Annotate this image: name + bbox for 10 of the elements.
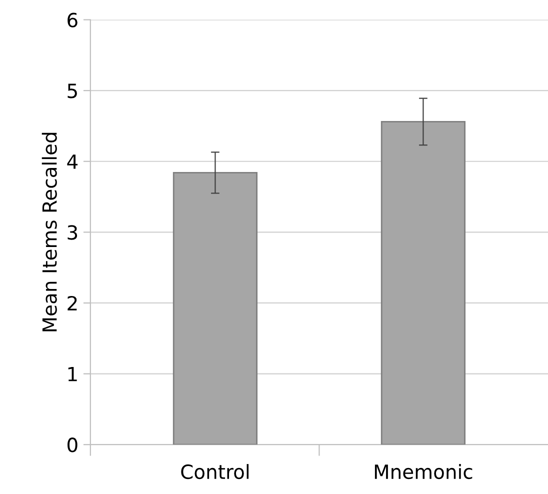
y-axis-title: Mean Items Recalled [42, 132, 57, 332]
y-tick-label: 4 [67, 154, 78, 169]
y-tick-label: 6 [68, 12, 78, 28]
y-tick-label: 3 [68, 225, 78, 240]
x-tick-label: Mnemonic [374, 464, 472, 480]
x-tick-label: Control [181, 464, 249, 480]
y-tick-label: 2 [68, 296, 77, 310]
y-tick-label: 0 [68, 438, 78, 452]
y-tick-label: 1 [68, 367, 77, 382]
y-tick-label: 5 [68, 84, 77, 98]
